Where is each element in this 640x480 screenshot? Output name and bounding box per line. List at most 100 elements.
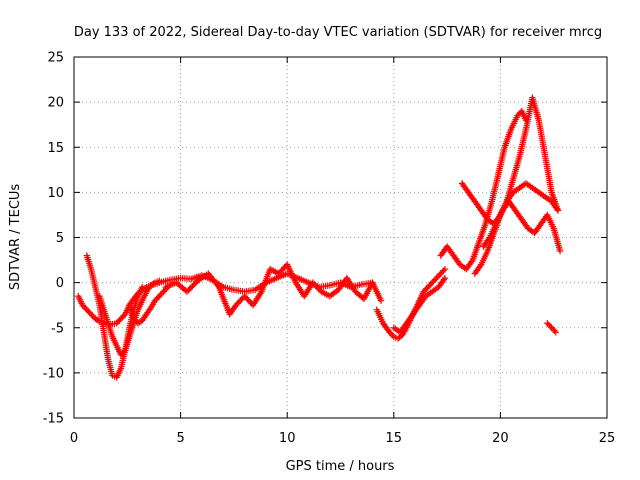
data-point-fill	[357, 293, 365, 300]
data-points	[75, 94, 564, 381]
data-point-fill	[384, 326, 391, 333]
data-point-fill	[483, 249, 490, 257]
data-point-fill	[387, 330, 395, 337]
data-point-fill	[85, 308, 92, 315]
data-point-fill	[214, 282, 221, 289]
y-tick-label: 0	[56, 276, 64, 291]
data-point-fill	[333, 287, 340, 295]
data-point-fill	[475, 204, 483, 211]
data-point-fill	[213, 280, 220, 288]
axis-ticks: 0 5 10 15 20 25 -15 -10 -5 0 5 10 15 20 25	[43, 51, 616, 447]
data-point-fill	[469, 195, 476, 202]
data-point-fill	[541, 214, 549, 222]
data-point-fill	[278, 267, 285, 274]
data-point-fill	[396, 334, 403, 341]
y-tick-label: -10	[43, 366, 64, 381]
data-point-fill	[180, 285, 188, 293]
data-point-fill	[146, 306, 153, 313]
data-point-fill	[157, 291, 164, 298]
data-point-fill	[541, 151, 549, 158]
data-point-fill	[431, 276, 439, 283]
data-point	[83, 306, 90, 313]
data-point-fill	[311, 280, 318, 288]
data-point-fill	[535, 223, 542, 231]
data-point-fill	[148, 281, 156, 288]
data-point-fill	[546, 323, 554, 330]
data-point-fill	[515, 110, 523, 118]
data-point-fill	[454, 258, 461, 265]
data-point-fill	[273, 269, 281, 276]
data-point-fill	[89, 312, 96, 319]
data-point-fill	[324, 282, 331, 289]
data-point-fill	[129, 321, 137, 329]
data-point-fill	[376, 295, 384, 303]
data-point-fill	[427, 280, 434, 288]
data-point	[424, 283, 432, 291]
data-point-fill	[276, 268, 284, 276]
data-point-fill	[513, 114, 520, 121]
data-point-fill	[553, 205, 561, 213]
data-point-fill	[164, 277, 172, 284]
data-point-fill	[230, 304, 238, 312]
data-point-fill	[116, 366, 124, 374]
data-point-fill	[438, 268, 446, 276]
data-point-fill	[482, 213, 489, 220]
data-point-fill	[134, 308, 141, 315]
data-point-fill	[379, 318, 386, 325]
data-point-fill	[120, 348, 127, 356]
x-tick-label: 15	[386, 431, 403, 446]
data-point-fill	[150, 280, 157, 287]
data-point-fill	[80, 303, 88, 310]
data-point	[441, 265, 449, 273]
y-tick-label: -5	[51, 321, 64, 336]
data-point	[433, 274, 440, 282]
data-point-fill	[485, 235, 492, 243]
data-point-fill	[481, 222, 489, 229]
data-point-fill	[235, 298, 243, 306]
data-point-fill	[234, 300, 241, 307]
data-point-fill	[116, 317, 123, 324]
data-point-fill	[291, 277, 299, 285]
data-point-fill	[423, 285, 430, 292]
x-tick-label: 5	[176, 431, 184, 446]
data-point-fill	[238, 295, 245, 303]
data-point-fill	[136, 319, 143, 326]
data-point	[544, 320, 551, 327]
data-point-fill	[498, 209, 505, 216]
data-point-fill	[315, 285, 322, 292]
x-tick-label: 20	[492, 431, 509, 446]
y-axis-label: SDTVAR / TECUs	[8, 184, 23, 291]
data-point-fill	[82, 304, 89, 312]
data-point-fill	[142, 290, 149, 297]
data-point-fill	[475, 240, 482, 248]
y-tick-label: 15	[47, 141, 64, 156]
data-point-fill	[436, 271, 443, 279]
data-point-fill	[303, 278, 310, 286]
y-tick-label: 20	[47, 96, 64, 111]
x-axis-label: GPS time / hours	[286, 459, 395, 474]
data-point-fill	[138, 285, 145, 293]
data-point-fill	[125, 335, 133, 342]
data-point-fill	[522, 222, 530, 229]
data-point-fill	[158, 289, 166, 297]
data-point-fill	[509, 204, 517, 211]
data-point-fill	[119, 314, 126, 321]
data-point	[437, 270, 444, 277]
data-point-fill	[104, 318, 111, 325]
data-point-fill	[100, 327, 107, 334]
data-point-fill	[112, 340, 119, 348]
y-tick-label: 25	[47, 51, 64, 66]
data-point-fill	[448, 249, 455, 256]
x-tick-label: 0	[70, 431, 78, 446]
data-point-fill	[87, 263, 94, 271]
data-point-fill	[161, 286, 169, 294]
data-point-fill	[129, 313, 137, 320]
data-point-fill	[154, 294, 162, 301]
data-point-fill	[138, 299, 145, 306]
data-point-fill	[468, 258, 475, 265]
data-point-fill	[484, 237, 491, 244]
data-point-fill	[488, 200, 495, 207]
data-point-fill	[509, 177, 516, 184]
data-point-fill	[552, 204, 560, 211]
data-point-fill	[407, 314, 415, 321]
